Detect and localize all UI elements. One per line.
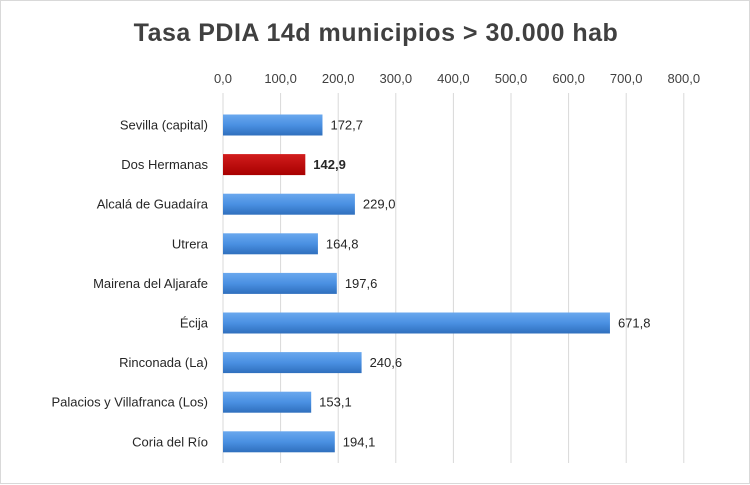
data-label: 240,6 <box>370 355 403 370</box>
data-label: 153,1 <box>319 395 352 410</box>
data-label: 229,0 <box>363 197 396 212</box>
category-label: Utrera <box>172 236 209 251</box>
bar <box>223 114 323 136</box>
bar <box>223 352 362 374</box>
bar <box>223 193 355 215</box>
bar-highlighted <box>223 154 306 176</box>
x-tick-label: 700,0 <box>610 71 643 86</box>
category-label: Sevilla (capital) <box>120 118 208 133</box>
bar <box>223 431 335 453</box>
category-labels: Sevilla (capital) Dos Hermanas Alcalá de G… <box>51 118 208 450</box>
x-tick-label: 0,0 <box>214 71 232 86</box>
category-label: Rinconada (La) <box>119 355 208 370</box>
x-axis-ticks: 0,0 100,0 200,0 300,0 400,0 500,0 600,0 700,0 80… <box>214 71 700 86</box>
bar <box>223 272 337 294</box>
x-tick-label: 300,0 <box>380 71 413 86</box>
x-tick-label: 200,0 <box>322 71 355 86</box>
bar <box>223 391 312 413</box>
x-tick-label: 100,0 <box>264 71 297 86</box>
value-labels: 172,7 142,9 229,0 164,8 197,6 671,8 240,6 153,1… <box>313 118 650 450</box>
data-label: 194,1 <box>343 434 376 449</box>
data-label: 197,6 <box>345 276 378 291</box>
bars <box>223 114 610 453</box>
category-label: Mairena del Aljarafe <box>93 276 208 291</box>
data-label: 671,8 <box>618 316 651 331</box>
x-tick-label: 500,0 <box>495 71 528 86</box>
data-label: 172,7 <box>330 118 363 133</box>
bar <box>223 233 318 255</box>
x-tick-label: 600,0 <box>552 71 585 86</box>
category-label: Dos Hermanas <box>121 157 208 172</box>
category-label: Alcalá de Guadaíra <box>97 197 209 212</box>
category-label: Écija <box>180 316 209 331</box>
bar <box>223 312 610 334</box>
data-label: 164,8 <box>326 236 359 251</box>
category-label: Palacios y Villafranca (Los) <box>51 395 208 410</box>
category-label: Coria del Río <box>132 434 208 449</box>
x-tick-label: 400,0 <box>437 71 470 86</box>
data-label: 142,9 <box>313 157 346 172</box>
chart-title: Tasa PDIA 14d municipios > 30.000 hab <box>133 19 619 47</box>
x-tick-label: 800,0 <box>668 71 701 86</box>
